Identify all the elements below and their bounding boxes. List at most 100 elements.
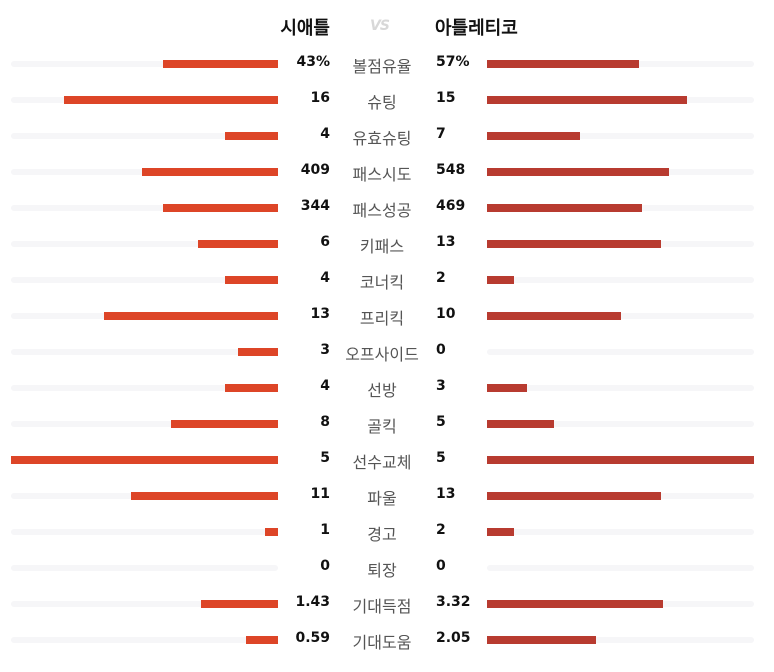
home-stat-value: 409 — [300, 162, 330, 178]
stat-row: 43% 볼점유율 57% — [0, 45, 774, 81]
home-stat-value: 4 — [320, 270, 330, 286]
away-stat-bar — [487, 528, 514, 536]
home-bar-track — [11, 636, 278, 644]
stat-label: 파울 — [367, 489, 397, 508]
stat-label: 경고 — [367, 525, 397, 544]
stat-row: 13 프리킥 10 — [0, 297, 774, 333]
home-bar-track — [11, 600, 278, 608]
stat-row: 16 슈팅 15 — [0, 81, 774, 117]
match-header: 시애틀 VS 아틀레티코 — [0, 14, 774, 42]
stats-table: 43% 볼점유율 57% 16 슈팅 15 4 유효슈팅 7 409 패스시도 548 344 패스성공 4… — [0, 45, 774, 657]
home-bar-track — [11, 384, 278, 392]
away-bar-track — [487, 60, 754, 68]
home-stat-value: 0.59 — [295, 630, 330, 646]
stat-label: 오프사이드 — [345, 345, 419, 364]
away-stat-bar — [487, 456, 754, 464]
stat-label: 패스시도 — [352, 165, 412, 184]
stat-row: 344 패스성공 469 — [0, 189, 774, 225]
stat-label: 볼점유율 — [352, 57, 412, 76]
away-stat-value: 13 — [436, 486, 456, 502]
away-stat-value: 5 — [436, 450, 446, 466]
home-stat-bar — [171, 420, 278, 428]
away-stat-bar — [487, 420, 554, 428]
stat-row: 6 키패스 13 — [0, 225, 774, 261]
away-stat-bar — [487, 600, 663, 608]
home-bar-track — [11, 456, 278, 464]
home-stat-bar — [198, 240, 278, 248]
stat-label: 키패스 — [359, 237, 405, 256]
away-bar-track — [487, 456, 754, 464]
home-stat-value: 5 — [320, 450, 330, 466]
away-bar-track — [487, 276, 754, 284]
stat-label: 유효슈팅 — [352, 129, 412, 148]
stat-row: 3 오프사이드 0 — [0, 333, 774, 369]
home-bar-track — [11, 132, 278, 140]
home-bar-track — [11, 492, 278, 500]
home-stat-value: 0 — [320, 558, 330, 574]
home-stat-value: 13 — [310, 306, 330, 322]
home-stat-bar — [142, 168, 278, 176]
home-bar-track — [11, 240, 278, 248]
home-stat-value: 8 — [320, 414, 330, 430]
stat-label: 선수교체 — [352, 453, 412, 472]
away-stat-value: 3.32 — [436, 594, 471, 610]
stat-row: 4 코너킥 2 — [0, 261, 774, 297]
home-stat-bar — [11, 456, 278, 464]
away-stat-value: 10 — [436, 306, 456, 322]
stat-row: 0 퇴장 0 — [0, 549, 774, 585]
home-bar-track — [11, 420, 278, 428]
home-stat-bar — [64, 96, 278, 104]
away-bar-track — [487, 420, 754, 428]
home-bar-track — [11, 276, 278, 284]
away-stat-bar — [487, 96, 687, 104]
away-bar-track — [487, 132, 754, 140]
home-stat-bar — [225, 384, 278, 392]
home-stat-bar — [246, 636, 278, 644]
home-stat-value: 16 — [310, 90, 330, 106]
home-stat-value: 1 — [320, 522, 330, 538]
away-stat-value: 15 — [436, 90, 456, 106]
away-stat-value: 5 — [436, 414, 446, 430]
away-bar-track — [487, 204, 754, 212]
away-stat-value: 0 — [436, 558, 446, 574]
home-stat-bar — [225, 276, 278, 284]
away-bar-track — [487, 349, 754, 355]
away-stat-bar — [487, 240, 661, 248]
away-stat-value: 2 — [436, 270, 446, 286]
home-bar-track — [11, 565, 278, 571]
home-bar-track — [11, 528, 278, 536]
away-team-name: 아틀레티코 — [435, 18, 518, 39]
home-stat-value: 43% — [296, 54, 330, 70]
stat-row: 409 패스시도 548 — [0, 153, 774, 189]
away-bar-track — [487, 312, 754, 320]
stat-row: 4 유효슈팅 7 — [0, 117, 774, 153]
home-stat-bar — [225, 132, 278, 140]
away-bar-track — [487, 528, 754, 536]
stat-label: 기대득점 — [352, 597, 412, 616]
home-stat-value: 1.43 — [295, 594, 330, 610]
away-stat-value: 2 — [436, 522, 446, 538]
home-bar-track — [11, 348, 278, 356]
away-bar-track — [487, 168, 754, 176]
stat-row: 8 골킥 5 — [0, 405, 774, 441]
home-stat-value: 4 — [320, 378, 330, 394]
home-stat-value: 11 — [310, 486, 330, 502]
away-bar-track — [487, 600, 754, 608]
away-stat-bar — [487, 492, 661, 500]
stat-row: 0.59 기대도움 2.05 — [0, 621, 774, 657]
away-stat-value: 548 — [436, 162, 466, 178]
stat-label: 패스성공 — [352, 201, 412, 220]
vs-label: VS — [370, 18, 390, 34]
home-stat-bar — [131, 492, 278, 500]
away-stat-value: 7 — [436, 126, 446, 142]
stat-label: 골킥 — [367, 417, 397, 436]
away-bar-track — [487, 636, 754, 644]
away-stat-value: 469 — [436, 198, 466, 214]
home-bar-track — [11, 96, 278, 104]
home-bar-track — [11, 204, 278, 212]
away-stat-value: 0 — [436, 342, 446, 358]
home-stat-bar — [104, 312, 278, 320]
home-team-name: 시애틀 — [280, 18, 330, 39]
away-stat-bar — [487, 60, 639, 68]
home-stat-value: 6 — [320, 234, 330, 250]
